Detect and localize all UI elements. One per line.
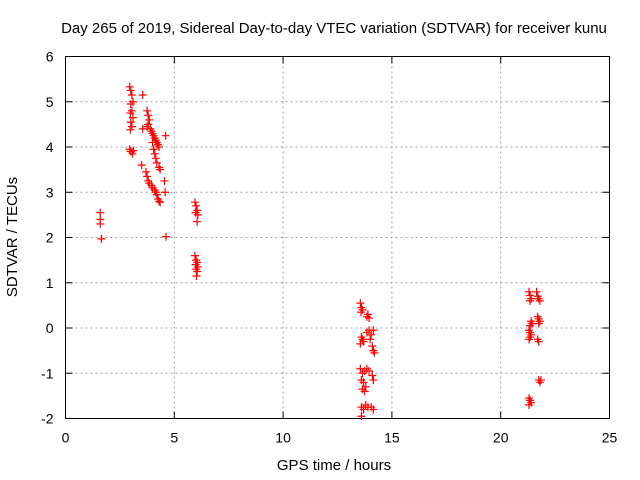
data-point [356,339,365,348]
data-point [156,198,165,207]
data-point [161,188,170,197]
data-point [128,113,137,122]
data-point [365,314,374,323]
data-point [138,90,147,99]
data-point [142,167,151,176]
data-point [161,131,170,140]
data-point [127,90,136,99]
data-point [368,342,377,351]
data-point [193,267,202,276]
data-point [536,376,545,385]
data-point [97,234,106,243]
data-point [160,176,169,185]
data-point [370,348,379,357]
y-tick-label: 4 [46,139,54,155]
data-point [126,125,135,134]
x-axis-label: GPS time / hours [277,457,391,474]
data-point [357,308,366,317]
data-point [152,190,161,199]
data-point [535,296,544,305]
y-axis-tick-labels: -2 -1 0 1 2 3 4 5 6 [41,49,54,427]
data-point [532,287,541,296]
y-tick-label: 6 [46,49,54,65]
data-point [366,335,375,344]
data-point [534,337,543,346]
chart-title: Day 265 of 2019, Sidereal Day-to-day VTE… [61,20,607,37]
y-tick-label: 5 [46,94,54,110]
data-point [143,172,152,181]
y-tick-label: 3 [46,184,54,200]
x-tick-label: 25 [602,430,618,446]
data-point [148,138,157,147]
x-tick-label: 10 [275,430,291,446]
data-point [369,326,378,335]
axis-ticks [65,56,610,419]
data-point [524,400,533,409]
y-tick-label: -2 [41,411,54,427]
data-point [125,82,134,91]
data-point [155,143,164,151]
data-point [144,111,153,120]
y-tick-label: 0 [46,320,54,336]
data-point [193,210,202,219]
x-tick-label: 20 [493,430,509,446]
data-point [96,219,105,228]
x-tick-label: 5 [170,430,178,446]
data-point [145,115,154,124]
data-point [126,86,135,95]
data-point [149,145,158,154]
data-points [96,82,545,421]
y-tick-label: 2 [46,230,54,246]
data-point [367,330,376,339]
data-point [192,201,201,210]
data-point [155,197,164,206]
data-point [369,376,378,385]
y-axis-label: SDTVAR / TECUs [4,177,21,297]
data-point [96,208,105,217]
y-tick-label: -1 [41,365,54,381]
data-point [359,378,368,387]
data-point [526,296,535,305]
x-tick-label: 15 [384,430,400,446]
data-point [126,118,135,127]
data-point [358,385,367,394]
y-tick-label: 1 [46,275,54,291]
data-point [368,371,377,380]
data-point [190,198,199,207]
data-point [357,412,366,421]
data-point [359,405,368,414]
data-point [534,319,543,328]
data-point [152,158,161,167]
data-point [193,217,202,226]
data-point [526,321,535,330]
data-point [150,149,159,158]
data-point [126,100,135,109]
x-axis-tick-labels: 0 5 10 15 20 25 [62,430,618,446]
data-point [365,366,374,375]
data-point [143,106,152,115]
data-point [362,312,371,321]
data-point [126,109,135,118]
data-point [138,124,147,133]
data-point [156,165,165,174]
data-point [192,271,201,280]
data-point [356,299,365,308]
data-point [162,232,171,241]
data-point [369,405,378,414]
x-tick-label: 0 [62,430,70,446]
data-point [524,287,533,296]
data-point [524,335,533,344]
grid [65,56,610,419]
data-point [151,154,160,163]
data-point [190,251,199,260]
data-point [129,146,138,155]
data-point [137,161,146,170]
